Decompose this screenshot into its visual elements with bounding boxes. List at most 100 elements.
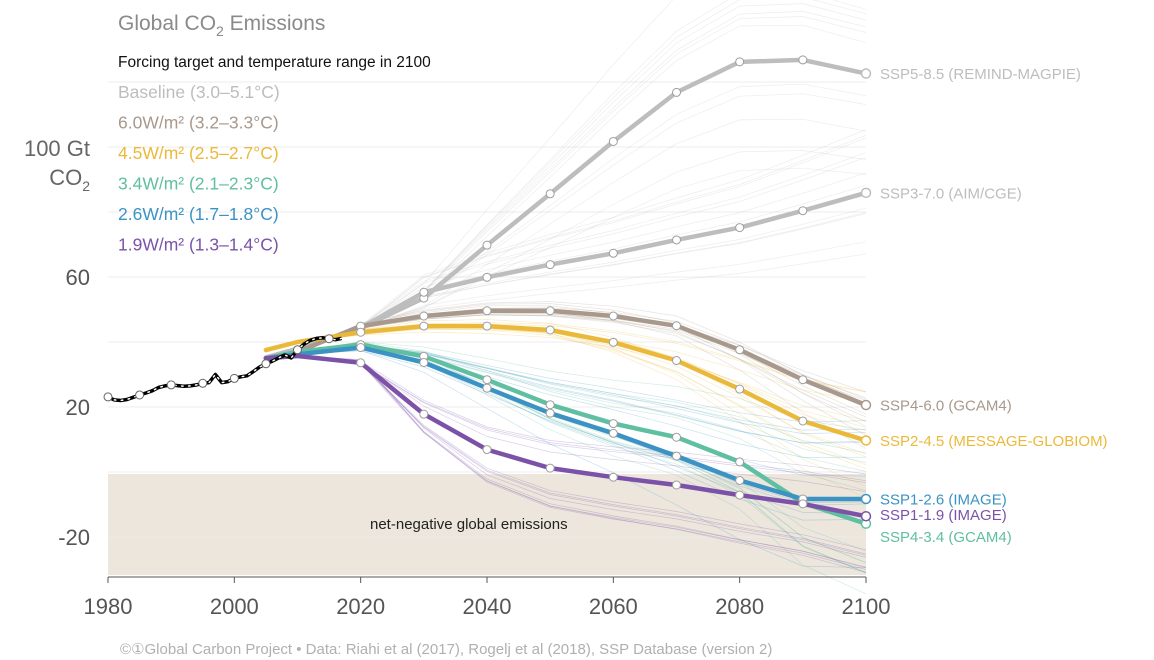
data-point-ssp1-1.9 xyxy=(735,490,745,500)
y-tick-label: -20 xyxy=(58,525,90,550)
series-markers xyxy=(356,55,871,529)
ensemble-line xyxy=(265,93,867,358)
historical-point xyxy=(293,345,302,355)
data-point-ssp1-2.6 xyxy=(735,475,745,485)
data-point-ssp1-2.6 xyxy=(482,383,492,393)
historical-point xyxy=(198,378,208,388)
data-point-ssp1-2.6 xyxy=(419,357,429,367)
data-point-ssp5-8.5 xyxy=(482,240,492,250)
x-tick-label: 1980 xyxy=(84,594,133,619)
data-point-ssp1-1.9 xyxy=(545,463,555,473)
data-point-ssp3-7.0 xyxy=(419,287,429,297)
data-point-ssp4-6.0 xyxy=(672,321,681,331)
series-end-point xyxy=(860,510,872,522)
data-point-ssp4-6.0 xyxy=(798,375,808,385)
series-end-point xyxy=(860,399,872,411)
ensemble-line xyxy=(265,213,867,358)
legend-heading: Forcing target and temperature range in … xyxy=(118,54,431,71)
historical-point xyxy=(324,334,334,344)
series-labels: SSP5-8.5 (REMIND-MAGPIE) SSP3-7.0 (AIM/CG… xyxy=(860,66,1108,546)
series-end-point xyxy=(860,493,872,505)
series-label: SSP1-2.6 (IMAGE) xyxy=(880,491,1007,508)
data-point-ssp4-6.0 xyxy=(545,306,555,316)
data-point-ssp4-6.0 xyxy=(608,311,618,321)
x-tick-label: 2000 xyxy=(210,594,259,619)
series-label: SSP1-1.9 (IMAGE) xyxy=(880,507,1007,524)
data-point-ssp4-3.4 xyxy=(482,375,492,385)
ensemble-line xyxy=(265,118,867,358)
x-tick-label: 2060 xyxy=(589,594,638,619)
data-point-ssp2-4.5 xyxy=(482,321,492,331)
series-end-point xyxy=(860,187,872,199)
data-point-ssp4-3.4 xyxy=(735,457,745,467)
data-point-ssp2-4.5 xyxy=(356,327,366,337)
legend-item: 4.5W/m² (2.5–2.7°C) xyxy=(118,143,279,163)
x-tick-label: 2040 xyxy=(463,594,512,619)
data-point-ssp1-2.6 xyxy=(608,428,618,438)
legend-item: Baseline (3.0–5.1°C) xyxy=(118,82,280,102)
historical-point xyxy=(103,392,113,402)
data-point-ssp3-7.0 xyxy=(672,235,681,245)
data-point-ssp3-7.0 xyxy=(545,260,555,270)
series-label: SSP5-8.5 (REMIND-MAGPIE) xyxy=(880,66,1081,83)
net-negative-label: net-negative global emissions xyxy=(370,516,568,533)
legend-item: 2.6W/m² (1.7–1.8°C) xyxy=(118,204,279,224)
ensemble-line xyxy=(265,307,867,400)
data-point-ssp1-1.9 xyxy=(419,409,429,419)
data-point-ssp1-2.6 xyxy=(545,408,555,418)
historical-point xyxy=(229,373,239,383)
historical-point xyxy=(166,380,176,390)
legend-item: 1.9W/m² (1.3–1.4°C) xyxy=(118,235,279,255)
series-label: SSP4-6.0 (GCAM4) xyxy=(880,398,1012,415)
series-end-point xyxy=(860,435,872,446)
data-point-ssp3-7.0 xyxy=(608,248,618,258)
data-point-ssp4-3.4 xyxy=(672,432,681,442)
historical-point xyxy=(261,359,271,369)
historical-line xyxy=(107,336,343,403)
data-point-ssp4-3.4 xyxy=(608,419,618,429)
historical-series xyxy=(103,334,343,403)
data-point-ssp2-4.5 xyxy=(672,356,681,366)
data-point-ssp5-8.5 xyxy=(672,87,681,97)
data-point-ssp5-8.5 xyxy=(735,57,745,67)
legend-item: 3.4W/m² (2.1–2.3°C) xyxy=(118,174,279,194)
series-label: SSP4-3.4 (GCAM4) xyxy=(880,529,1012,546)
y-tick-label: 60 xyxy=(66,265,90,290)
series-end-point xyxy=(860,68,872,79)
data-point-ssp2-4.5 xyxy=(545,325,555,335)
by-license-icon: ① xyxy=(131,641,144,658)
series-label: SSP2-4.5 (MESSAGE-GLOBIOM) xyxy=(880,433,1108,450)
historical-point xyxy=(135,390,145,400)
data-point-ssp1-2.6 xyxy=(356,343,366,353)
legend-item: 6.0W/m² (3.2–3.3°C) xyxy=(118,113,279,133)
legend: Baseline (3.0–5.1°C) 6.0W/m² (3.2–3.3°C) 4… xyxy=(118,82,280,255)
x-tick-label: 2020 xyxy=(336,594,385,619)
data-point-ssp1-2.6 xyxy=(672,451,681,461)
y-axis-label-line1: 100 Gt xyxy=(24,136,90,161)
data-point-ssp1-1.9 xyxy=(356,358,366,368)
data-point-ssp1-1.9 xyxy=(672,480,681,490)
cc-license-icon: © xyxy=(120,641,131,658)
ensemble-line xyxy=(265,129,867,358)
data-point-ssp1-1.9 xyxy=(608,472,618,482)
data-point-ssp2-4.5 xyxy=(608,337,618,347)
data-point-ssp1-1.9 xyxy=(798,499,808,509)
x-tick-label: 2080 xyxy=(715,594,764,619)
data-point-ssp4-6.0 xyxy=(482,306,492,316)
data-point-ssp3-7.0 xyxy=(798,206,808,216)
data-point-ssp1-1.9 xyxy=(482,445,492,455)
data-point-ssp3-7.0 xyxy=(482,272,492,282)
data-point-ssp2-4.5 xyxy=(419,321,429,331)
series-line-ssp4-6.0 xyxy=(263,308,869,408)
data-point-ssp3-7.0 xyxy=(735,223,745,233)
data-point-ssp4-6.0 xyxy=(419,311,429,321)
y-tick-label: 20 xyxy=(66,395,90,420)
ensemble-line xyxy=(265,312,867,393)
x-tick-label: 2100 xyxy=(842,594,891,619)
data-point-ssp5-8.5 xyxy=(545,189,555,199)
ensemble-line xyxy=(265,134,867,358)
data-point-ssp4-3.4 xyxy=(545,400,555,410)
